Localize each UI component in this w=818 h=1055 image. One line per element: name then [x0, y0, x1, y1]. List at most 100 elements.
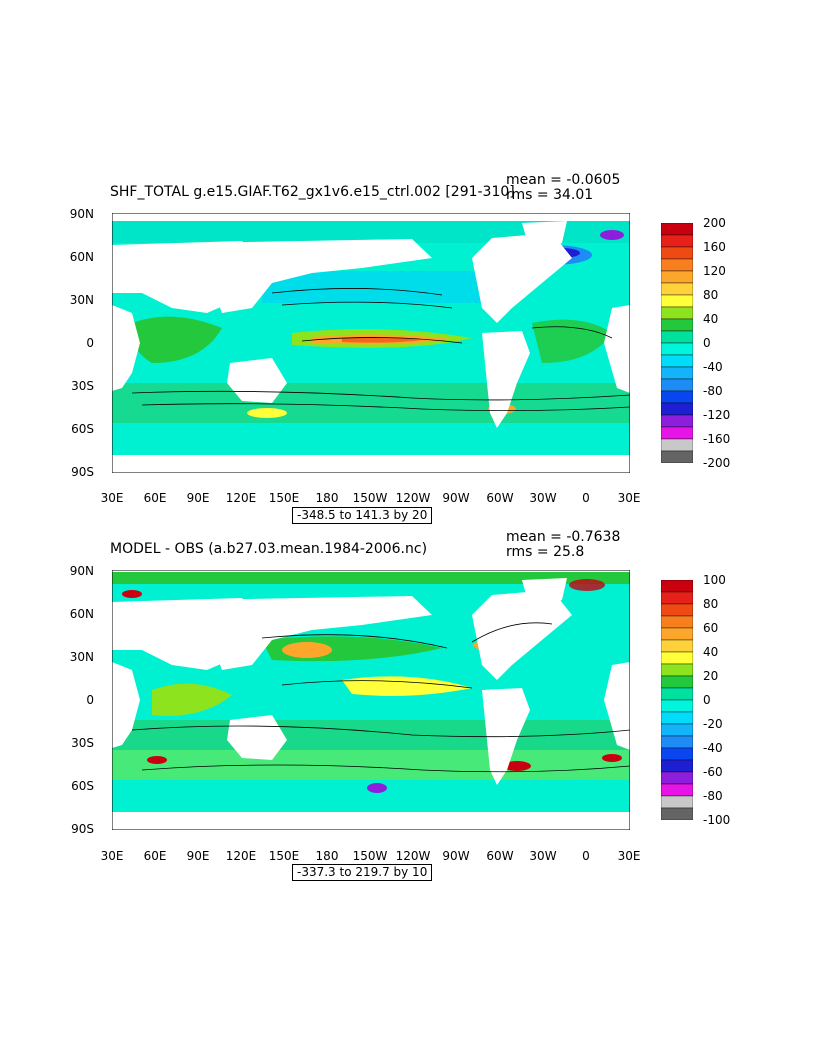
lon-label: 60E	[143, 849, 167, 863]
colorbar-swatch	[661, 234, 693, 248]
colorbar-swatch	[661, 426, 693, 440]
lat-label: 30S	[71, 379, 94, 393]
colorbar-label: 160	[703, 240, 726, 254]
colorbar-swatch	[661, 615, 693, 629]
rms-value: rms = 34.01	[506, 187, 594, 203]
colorbar-swatch	[661, 282, 693, 296]
colorbar-swatch	[661, 580, 693, 593]
lat-label: 90N	[69, 564, 94, 578]
colorbar-label: -20	[703, 717, 723, 731]
colorbar-label: 200	[703, 216, 726, 230]
colorbar-label: 100	[703, 573, 726, 587]
lon-label: 90E	[186, 491, 210, 505]
colorbar-swatch	[661, 354, 693, 368]
colorbar-swatch	[661, 639, 693, 653]
colorbar-swatch	[661, 414, 693, 428]
colorbar-swatch	[661, 330, 693, 344]
colorbar-label: 20	[703, 669, 719, 683]
lon-label: 60W	[486, 849, 514, 863]
lat-label: 30S	[71, 736, 94, 750]
colorbar-label: 120	[703, 264, 726, 278]
colorbar-swatch	[661, 438, 693, 452]
lon-label: 150E	[268, 849, 300, 863]
lat-label: 90S	[71, 822, 94, 836]
rms-value: rms = 25.8	[506, 544, 585, 560]
colorbar-label: 0	[703, 693, 711, 707]
lon-label: 150W	[352, 491, 388, 505]
colorbar-swatch	[661, 771, 693, 785]
colorbar-swatch	[661, 591, 693, 605]
lat-label: 60N	[69, 250, 94, 264]
colorbar-swatch	[661, 258, 693, 272]
colorbar-swatch	[661, 402, 693, 416]
lon-label: 120E	[225, 491, 257, 505]
lon-label: 120E	[225, 849, 257, 863]
colorbar-swatch	[661, 450, 693, 463]
colorbar-label: -40	[703, 360, 723, 374]
colorbar-swatch	[661, 699, 693, 713]
colorbar-swatch	[661, 627, 693, 641]
colorbar-label: -120	[703, 408, 731, 422]
colorbar-label: 80	[703, 288, 719, 302]
lat-label: 0	[86, 693, 94, 707]
colorbar-label: 80	[703, 597, 719, 611]
lon-label: 150W	[352, 849, 388, 863]
lon-label: 60E	[143, 491, 167, 505]
colorbar-swatch	[661, 223, 693, 236]
colorbar-swatch	[661, 675, 693, 689]
lon-label: 150E	[268, 491, 300, 505]
colorbar-swatch	[661, 390, 693, 404]
colorbar-swatch	[661, 306, 693, 320]
colorbar-label: -100	[703, 813, 731, 827]
mean-value: mean = -0.7638	[506, 529, 621, 545]
colorbar-swatch	[661, 318, 693, 332]
colorbar-swatch	[661, 246, 693, 260]
colorbar-swatch	[661, 687, 693, 701]
colorbar-label: 40	[703, 312, 719, 326]
lon-label: 180	[315, 491, 339, 505]
lon-label: 90W	[442, 491, 470, 505]
colorbar-swatch	[661, 795, 693, 809]
colorbar-label: -80	[703, 384, 723, 398]
colorbar-swatch	[661, 651, 693, 665]
contour-range-box: -337.3 to 219.7 by 10	[292, 864, 433, 881]
model-minus-obs-map	[112, 570, 630, 830]
colorbar-label: -40	[703, 741, 723, 755]
colorbar-label: 40	[703, 645, 719, 659]
lon-label: 30E	[617, 849, 641, 863]
colorbar-swatch	[661, 294, 693, 308]
colorbar-label: -60	[703, 765, 723, 779]
lon-label: 120W	[395, 491, 431, 505]
colorbar-swatch	[661, 270, 693, 284]
lon-label: 0	[582, 491, 590, 505]
colorbar-swatch	[661, 735, 693, 749]
lat-label: 60S	[71, 422, 94, 436]
panel-title: SHF_TOTAL g.e15.GIAF.T62_gx1v6.e15_ctrl.…	[110, 184, 515, 200]
lat-label: 30N	[69, 650, 94, 664]
lon-label: 180	[315, 849, 339, 863]
lon-label: 30E	[100, 491, 124, 505]
colorbar-label: -80	[703, 789, 723, 803]
colorbar	[661, 580, 693, 820]
lon-label: 30E	[617, 491, 641, 505]
lat-label: 30N	[69, 293, 94, 307]
lon-label: 30W	[529, 849, 557, 863]
lon-label: 30E	[100, 849, 124, 863]
lon-label: 30W	[529, 491, 557, 505]
shf-total-map	[112, 213, 630, 473]
colorbar-swatch	[661, 663, 693, 677]
lon-label: 120W	[395, 849, 431, 863]
lat-label: 90S	[71, 465, 94, 479]
colorbar-swatch	[661, 378, 693, 392]
colorbar-swatch	[661, 783, 693, 797]
colorbar	[661, 223, 693, 463]
colorbar-swatch	[661, 723, 693, 737]
colorbar-label: -200	[703, 456, 731, 470]
colorbar-label: -160	[703, 432, 731, 446]
lat-label: 90N	[69, 207, 94, 221]
colorbar-swatch	[661, 807, 693, 820]
lat-label: 0	[86, 336, 94, 350]
colorbar-swatch	[661, 747, 693, 761]
colorbar-swatch	[661, 366, 693, 380]
lon-label: 90E	[186, 849, 210, 863]
